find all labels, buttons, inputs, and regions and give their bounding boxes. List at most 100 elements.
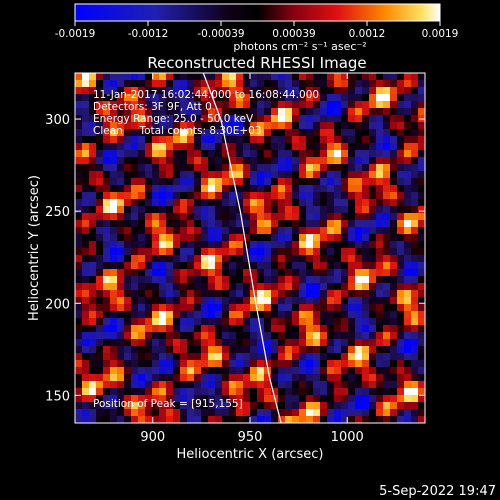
heatmap-cell [418, 381, 425, 388]
heatmap-cell [264, 409, 271, 416]
heatmap-cell [327, 318, 334, 325]
heatmap-cell [327, 220, 334, 227]
heatmap-cell [257, 339, 264, 346]
heatmap-cell [201, 318, 208, 325]
heatmap-cell [89, 185, 96, 192]
heatmap-cell [75, 388, 82, 395]
heatmap-cell [103, 339, 110, 346]
heatmap-cell [117, 206, 124, 213]
heatmap-cell [362, 171, 369, 178]
heatmap-cell [418, 262, 425, 269]
heatmap-cell [222, 206, 229, 213]
heatmap-cell [173, 94, 180, 101]
heatmap-cell [103, 73, 110, 80]
heatmap-cell [166, 171, 173, 178]
heatmap-cell [159, 381, 166, 388]
heatmap-cell [187, 318, 194, 325]
heatmap-cell [173, 332, 180, 339]
heatmap-cell [376, 409, 383, 416]
heatmap-cell [369, 150, 376, 157]
heatmap-cell [124, 192, 131, 199]
heatmap-cell [201, 395, 208, 402]
heatmap-cell [89, 374, 96, 381]
heatmap-cell [313, 339, 320, 346]
heatmap-cell [411, 241, 418, 248]
heatmap-cell [117, 360, 124, 367]
heatmap-cell [334, 80, 341, 87]
heatmap-cell [390, 388, 397, 395]
heatmap-cell [75, 332, 82, 339]
heatmap-cell [355, 150, 362, 157]
heatmap-cell [145, 136, 152, 143]
heatmap-cell [306, 248, 313, 255]
heatmap-cell [334, 108, 341, 115]
heatmap-cell [376, 199, 383, 206]
heatmap-cell [159, 94, 166, 101]
heatmap-cell [306, 213, 313, 220]
heatmap-cell [320, 388, 327, 395]
heatmap-cell [341, 234, 348, 241]
heatmap-cell [285, 283, 292, 290]
heatmap-cell [383, 206, 390, 213]
heatmap-cell [299, 339, 306, 346]
heatmap-cell [313, 192, 320, 199]
heatmap-cell [292, 213, 299, 220]
heatmap-cell [208, 206, 215, 213]
heatmap-cell [117, 304, 124, 311]
heatmap-cell [166, 409, 173, 416]
heatmap-cell [187, 213, 194, 220]
heatmap-cell [292, 171, 299, 178]
heatmap-cell [313, 122, 320, 129]
heatmap-cell [327, 339, 334, 346]
heatmap-cell [306, 178, 313, 185]
heatmap-cell [292, 269, 299, 276]
heatmap-cell [341, 101, 348, 108]
heatmap-cell [215, 374, 222, 381]
heatmap-cell [173, 115, 180, 122]
heatmap-cell [285, 192, 292, 199]
heatmap-cell [208, 164, 215, 171]
heatmap-cell [110, 241, 117, 248]
heatmap-cell [124, 178, 131, 185]
axis-ticks [75, 73, 425, 423]
heatmap-cell [334, 381, 341, 388]
heatmap-cell [327, 402, 334, 409]
heatmap-cell [264, 311, 271, 318]
heatmap-cell [145, 115, 152, 122]
heatmap-cell [187, 234, 194, 241]
heatmap-cell [362, 409, 369, 416]
heatmap-cell [166, 262, 173, 269]
heatmap-cell [222, 332, 229, 339]
heatmap-cell [257, 192, 264, 199]
peak-position-label: Position of Peak = [915,155] [93, 398, 243, 410]
heatmap-cell [215, 353, 222, 360]
heatmap-cell [138, 276, 145, 283]
heatmap-cell [236, 290, 243, 297]
heatmap-cell [166, 388, 173, 395]
heatmap-cell [229, 73, 236, 80]
y-tick-label: 300 [45, 113, 70, 128]
heatmap-cell [404, 332, 411, 339]
heatmap-cell [264, 213, 271, 220]
heatmap-cell [159, 157, 166, 164]
heatmap-cell [299, 94, 306, 101]
heatmap-cell [362, 220, 369, 227]
heatmap-cell [152, 122, 159, 129]
heatmap-cell [250, 346, 257, 353]
heatmap-cell [236, 143, 243, 150]
heatmap-cell [229, 115, 236, 122]
heatmap-cell [362, 94, 369, 101]
heatmap-cell [362, 325, 369, 332]
heatmap-cell [82, 283, 89, 290]
heatmap-cell [362, 269, 369, 276]
heatmap-cell [159, 290, 166, 297]
heatmap-cell [201, 164, 208, 171]
heatmap-cell [306, 73, 313, 80]
heatmap-cell [215, 395, 222, 402]
y-tick-label: 150 [45, 389, 70, 404]
heatmap-cell [194, 241, 201, 248]
heatmap-cell [397, 157, 404, 164]
heatmap-cell [145, 241, 152, 248]
heatmap-cell [131, 220, 138, 227]
heatmap-cell [194, 416, 201, 423]
